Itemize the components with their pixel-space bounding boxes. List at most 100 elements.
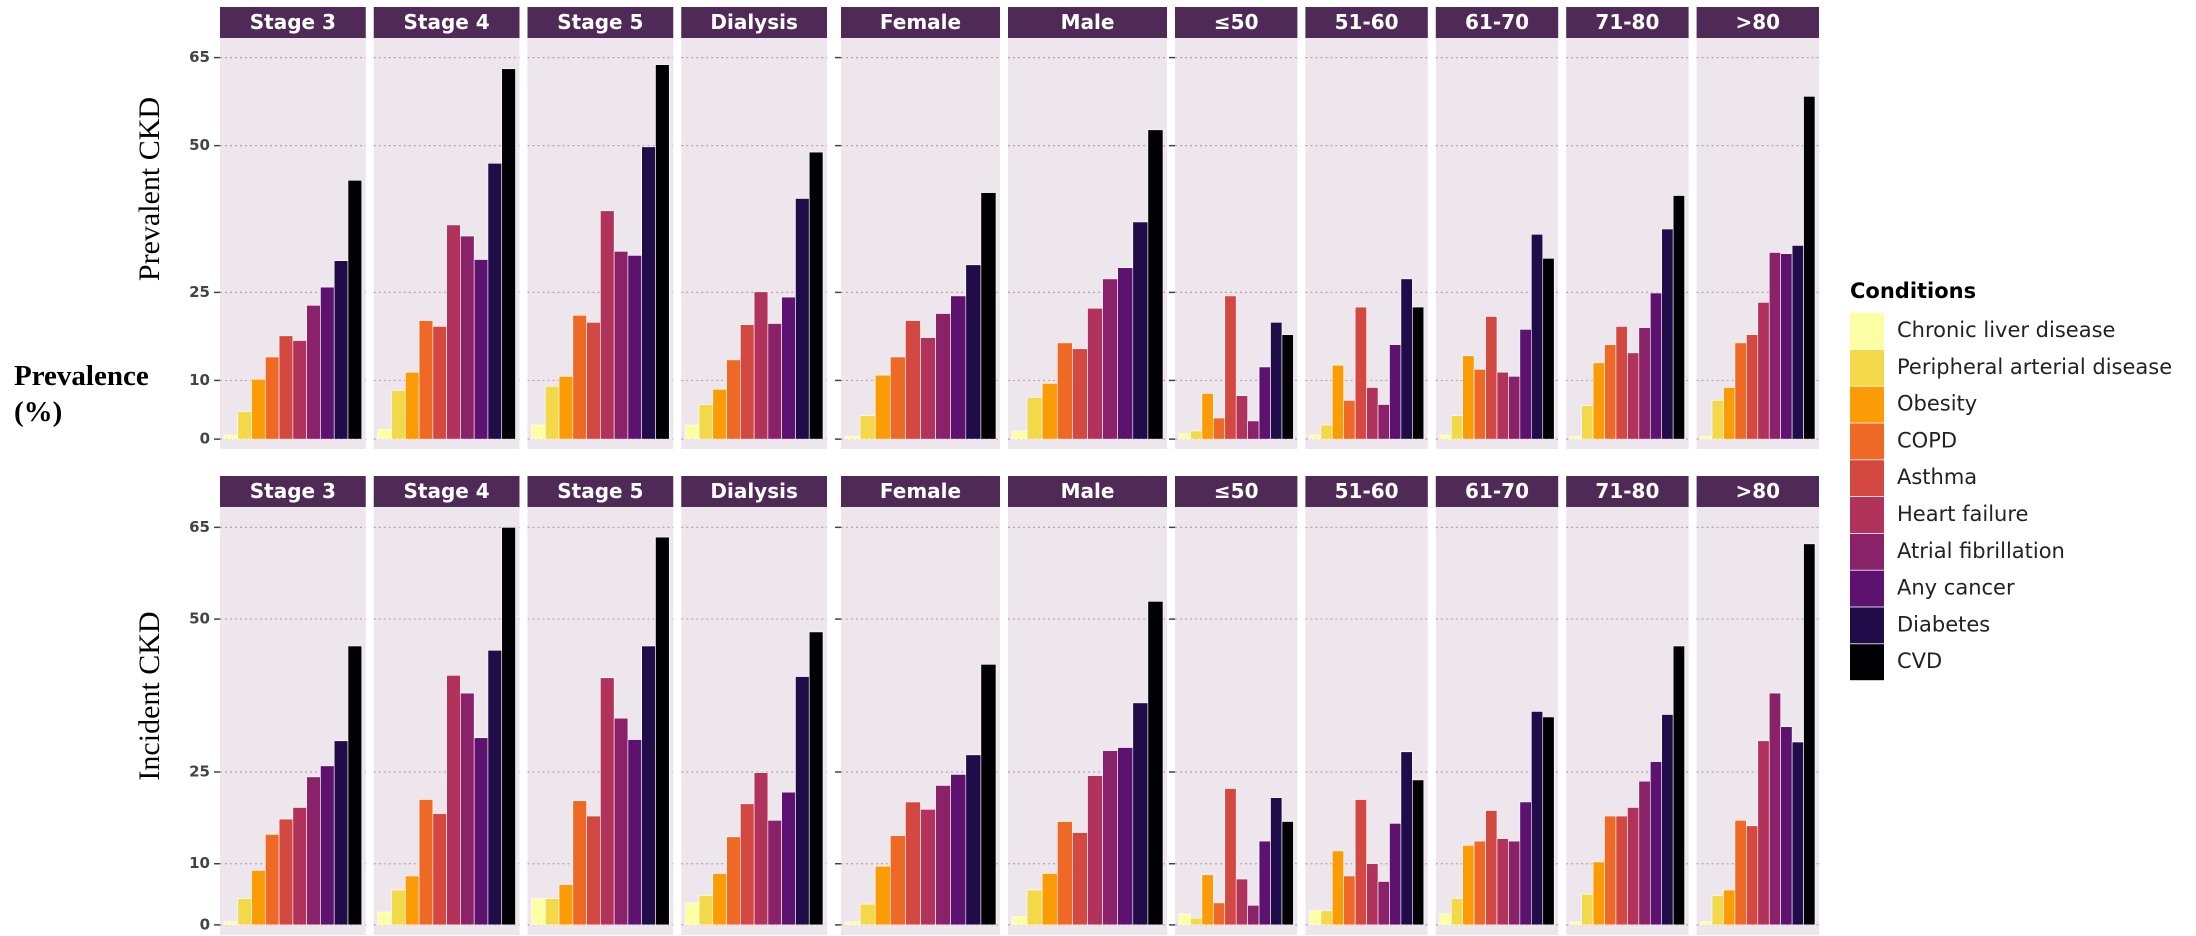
bar — [1190, 430, 1203, 440]
bar — [223, 921, 239, 926]
bar — [1309, 910, 1322, 926]
facet-strip — [220, 476, 366, 507]
bar — [1057, 821, 1073, 926]
y-tick-label: 25 — [189, 762, 210, 780]
bar — [586, 322, 601, 440]
facet-strip — [1305, 476, 1428, 507]
bar — [1791, 245, 1804, 440]
y-tick-label: 25 — [189, 283, 210, 301]
bar — [265, 834, 280, 926]
bar — [1581, 405, 1594, 440]
bar — [1450, 898, 1463, 926]
bar — [1354, 799, 1367, 926]
bar — [1757, 302, 1770, 440]
y-tick-label: 50 — [189, 136, 210, 154]
legend-label: CVD — [1897, 649, 1942, 673]
bar — [1638, 327, 1651, 440]
bar — [1201, 874, 1214, 926]
bar — [1508, 840, 1521, 926]
legend-swatch — [1850, 644, 1884, 681]
bar — [1147, 601, 1164, 926]
bar — [1247, 420, 1260, 440]
bar — [347, 179, 363, 440]
bar — [698, 895, 714, 926]
facet-title: 51-60 — [1335, 479, 1399, 503]
bar — [1439, 434, 1452, 440]
facet-title: ≤50 — [1214, 479, 1259, 503]
facet-strip — [1566, 476, 1689, 507]
bar — [320, 286, 335, 440]
facet-strip — [527, 7, 674, 38]
bar — [377, 911, 392, 926]
bar — [1190, 917, 1203, 926]
bar — [333, 260, 349, 440]
bar — [1087, 775, 1103, 926]
bar — [808, 151, 824, 440]
bar — [1496, 371, 1509, 440]
bar — [1439, 913, 1452, 926]
bar — [292, 340, 307, 440]
bar — [767, 323, 782, 440]
bar — [320, 765, 335, 926]
bar — [1768, 692, 1781, 926]
bar — [1746, 334, 1759, 440]
bar — [753, 291, 769, 440]
bar — [432, 813, 447, 926]
bar — [1320, 910, 1333, 926]
bar — [1412, 779, 1425, 926]
bar — [600, 210, 615, 440]
bar — [1072, 832, 1088, 926]
legend-swatch — [1850, 386, 1884, 423]
y-axis-label: Prevalence (%) — [14, 360, 149, 428]
bar — [905, 320, 921, 440]
bar — [446, 675, 461, 926]
bar — [965, 754, 982, 926]
bar — [1734, 342, 1747, 440]
bar — [627, 255, 642, 440]
bar — [1331, 850, 1345, 926]
bar — [306, 305, 321, 440]
facet-strip — [220, 7, 366, 38]
bar — [1132, 702, 1149, 926]
bar — [306, 776, 321, 926]
bar — [767, 820, 782, 926]
facet-title: Female — [880, 10, 961, 34]
bar — [1377, 881, 1390, 926]
bar — [1320, 424, 1333, 440]
legend-title: Conditions — [1850, 279, 1976, 303]
facet-strip — [1696, 7, 1819, 38]
bar — [1700, 921, 1713, 926]
bar — [432, 326, 447, 440]
bar — [698, 404, 714, 440]
bar — [1354, 306, 1367, 440]
bar — [1213, 417, 1226, 440]
facet-strip — [1566, 7, 1689, 38]
bar — [1343, 400, 1356, 440]
bar — [391, 889, 406, 926]
legend-label: Atrial fibrillation — [1897, 539, 2065, 563]
bar — [1343, 875, 1356, 926]
bar — [1711, 895, 1724, 926]
bar — [1462, 355, 1475, 440]
bar — [684, 902, 700, 926]
bar — [1531, 233, 1544, 440]
bar — [1661, 228, 1674, 440]
bar — [1178, 433, 1191, 440]
facet-strip — [1175, 7, 1298, 38]
bar — [418, 320, 434, 440]
legend-label: Diabetes — [1897, 612, 1990, 636]
bar — [1627, 352, 1640, 440]
facet-title: 61-70 — [1465, 10, 1529, 34]
bar — [740, 324, 755, 440]
bar — [1201, 393, 1214, 440]
bar — [1734, 820, 1747, 926]
legend-label: Any cancer — [1897, 576, 2015, 600]
bar — [1519, 329, 1532, 440]
bar — [613, 251, 629, 440]
bar — [1117, 747, 1134, 926]
bar — [1309, 434, 1322, 440]
legend-label: Obesity — [1897, 392, 1977, 416]
bar — [1569, 921, 1582, 926]
bar — [889, 835, 906, 926]
bar — [1638, 780, 1651, 926]
